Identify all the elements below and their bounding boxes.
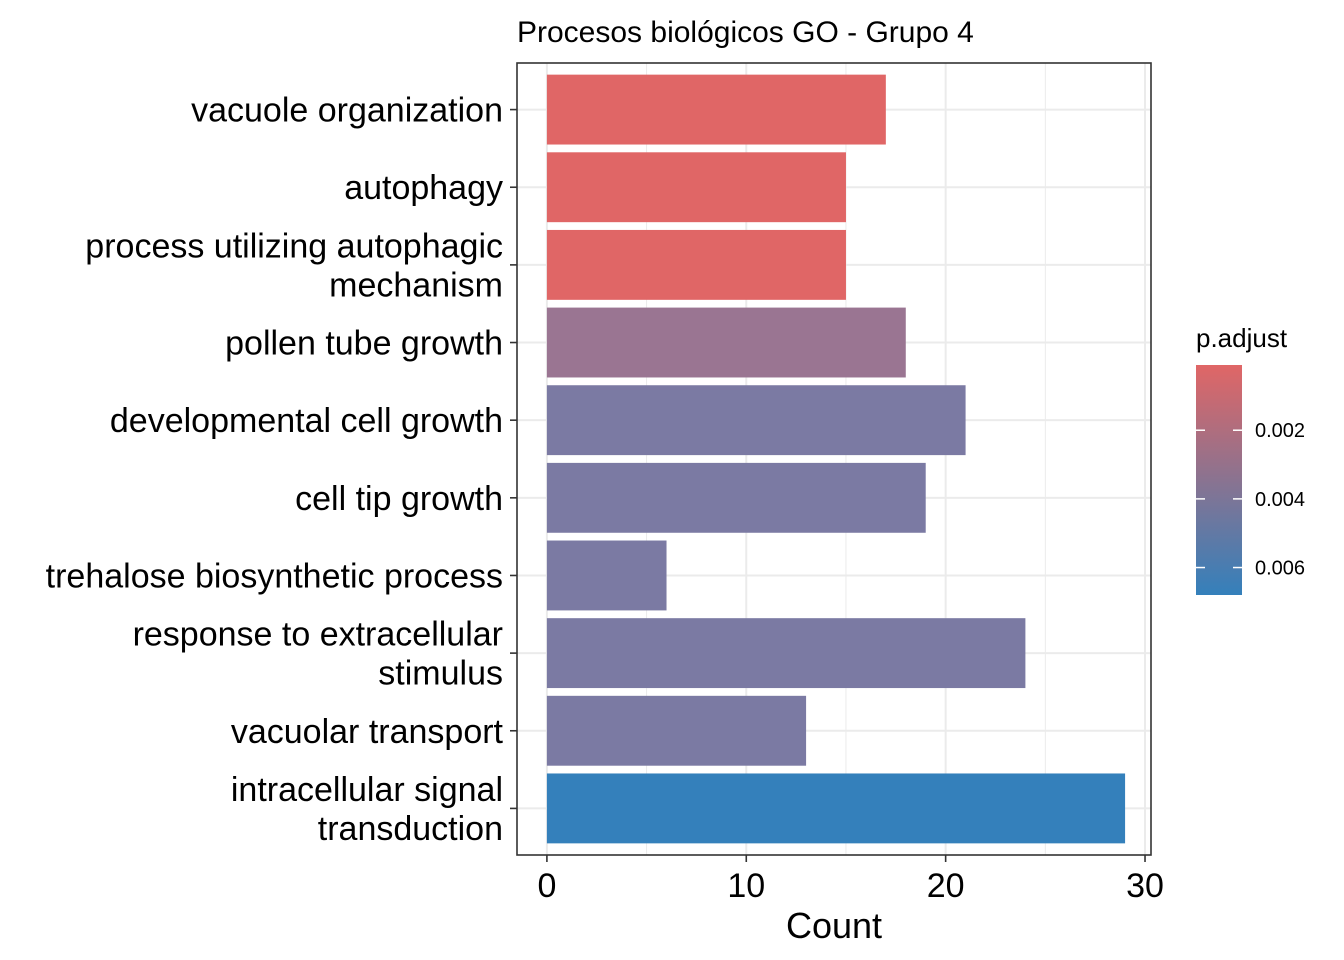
legend: p.adjust 0.002 0.004 0.006 [1196, 323, 1305, 595]
x-axis-title: Count [786, 905, 882, 946]
legend-title: p.adjust [1196, 323, 1288, 353]
legend-tick-label: 0.006 [1255, 558, 1305, 580]
category-label: pollen tube growth [225, 325, 503, 363]
bar [546, 773, 1126, 844]
x-tick-label: 30 [1126, 867, 1164, 905]
bar [546, 618, 1026, 689]
category-label: autophagy [344, 169, 503, 207]
x-tick-label: 10 [727, 867, 765, 905]
x-tick-label: 20 [927, 867, 965, 905]
legend-tick-label: 0.002 [1255, 420, 1305, 442]
category-label: trehalose biosynthetic process [46, 557, 503, 595]
legend-tick-label: 0.004 [1255, 489, 1305, 511]
bar [546, 695, 807, 766]
category-label: developmental cell growth [110, 402, 503, 440]
category-labels: vacuole organization autophagy process uti… [46, 92, 517, 848]
category-label: vacuole organization [191, 92, 503, 130]
legend-ticks: 0.002 0.004 0.006 [1196, 420, 1305, 580]
panel-border [516, 62, 1152, 856]
bars [546, 74, 1126, 844]
bar [546, 462, 926, 533]
category-label: cell tip growth [295, 480, 503, 518]
chart-title: Procesos biológicos GO - Grupo 4 [517, 16, 974, 49]
category-label: process utilizing autophagic mechanism [85, 227, 503, 304]
legend-colorbar [1196, 365, 1242, 595]
category-label: intracellular signal transduction [231, 771, 503, 848]
x-axis-ticks: 0 10 20 30 [537, 855, 1164, 905]
bar [546, 307, 906, 378]
bar [546, 74, 886, 145]
bar [546, 385, 966, 456]
category-label: vacuolar transport [231, 713, 504, 751]
x-tick-label: 0 [537, 867, 556, 905]
category-label: response to extracellular stimulus [133, 616, 503, 693]
bar [546, 229, 846, 300]
bar [546, 540, 667, 611]
bar [546, 152, 846, 223]
